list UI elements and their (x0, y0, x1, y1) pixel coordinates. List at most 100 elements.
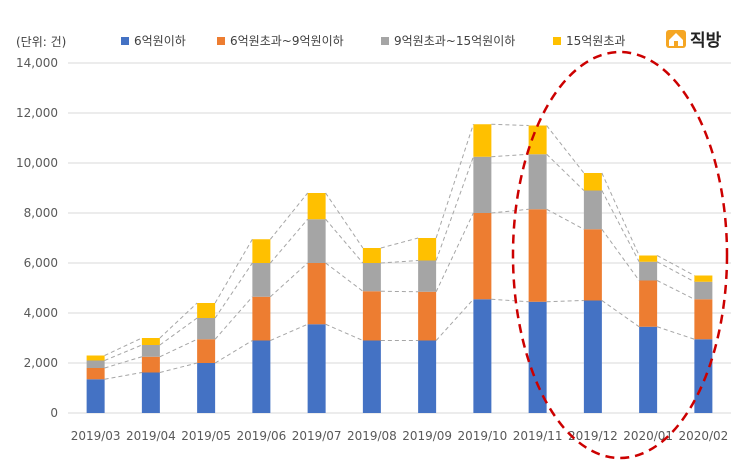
bar-segment (694, 275, 713, 282)
bar-segment (473, 156, 492, 213)
connector-line (270, 262, 308, 298)
bar-segment (528, 154, 547, 210)
y-tick-label: 4,000 (24, 306, 58, 320)
connector-line (491, 153, 529, 158)
legend: 6억원이하 6억원초과~9억원이하 9억원초과~15억원이하 15억원초과 (121, 34, 625, 48)
connector-line (214, 238, 253, 304)
legend-swatch (217, 37, 225, 45)
legend-swatch (381, 37, 389, 45)
house-icon (666, 30, 686, 48)
bar-segment (252, 263, 271, 297)
bar-segment (197, 318, 216, 340)
x-axis-ticks: 2019/03 2019/04 2019/05 2019/06 2019/07 2019/… (71, 429, 729, 443)
bar-segment (418, 291, 437, 341)
connector-line (159, 302, 198, 339)
bar-segment (252, 340, 271, 413)
y-tick-label: 6,000 (24, 256, 58, 270)
connector-line (601, 228, 640, 281)
x-tick-label: 2019/04 (126, 429, 176, 443)
legend-swatch (553, 37, 561, 45)
bar-segment (362, 248, 381, 263)
connector-line (491, 298, 529, 303)
legend-swatch (121, 37, 129, 45)
bar-segment (197, 363, 216, 413)
y-tick-label: 10,000 (16, 156, 58, 170)
x-tick-label: 2019/06 (236, 429, 286, 443)
connector-lines (104, 123, 695, 380)
connector-line (601, 172, 640, 256)
connector-line (601, 300, 640, 328)
connector-line (491, 208, 529, 214)
connector-line (325, 218, 364, 264)
bar-segment (86, 379, 105, 413)
connector-line (435, 124, 474, 239)
bar-segment (639, 280, 658, 327)
connector-line (214, 340, 253, 364)
connector-line (104, 372, 142, 380)
bar-segment (583, 190, 602, 230)
bar-segment (639, 261, 658, 281)
bar-segment (307, 263, 326, 325)
bar-segment (694, 299, 713, 340)
connector-line (601, 190, 640, 262)
x-tick-label: 2020/02 (678, 429, 728, 443)
connector-line (380, 260, 419, 264)
connector-line (269, 218, 309, 264)
connector-line (159, 317, 198, 346)
bar-segment (418, 238, 437, 261)
bar-segment (252, 296, 271, 341)
highlight-ellipse (511, 50, 729, 460)
bar-segment (86, 355, 105, 361)
x-tick-label: 2019/08 (347, 429, 397, 443)
x-tick-label: 2019/10 (457, 429, 507, 443)
bar-segment (528, 301, 547, 413)
connector-line (546, 153, 585, 191)
bars (86, 124, 713, 413)
bar-segment (197, 339, 216, 363)
bar-segment (473, 213, 492, 300)
bar-segment (307, 219, 326, 263)
bar-segment (141, 372, 160, 413)
x-tick-label: 2020/01 (623, 429, 673, 443)
logo: 직방 (666, 30, 722, 51)
connector-line (214, 296, 253, 340)
bar-segment (473, 299, 492, 413)
connector-line (380, 290, 419, 293)
bar-segment (583, 229, 602, 301)
connector-line (435, 156, 474, 261)
x-tick-label: 2019/12 (568, 429, 618, 443)
y-tick-label: 14,000 (16, 56, 58, 70)
bar-segment (141, 356, 160, 373)
legend-label: 6억원이하 (134, 34, 186, 48)
y-tick-label: 2,000 (24, 356, 58, 370)
bar-segment (418, 340, 437, 413)
bar-segment (362, 263, 381, 292)
x-tick-label: 2019/09 (402, 429, 452, 443)
connector-line (546, 125, 585, 174)
x-tick-label: 2019/07 (292, 429, 342, 443)
bar-segment (362, 291, 381, 341)
x-tick-label: 2019/05 (181, 429, 231, 443)
connector-line (491, 123, 529, 126)
y-tick-label: 0 (50, 406, 58, 420)
bar-segment (86, 368, 105, 380)
connector-line (546, 208, 585, 230)
x-tick-label: 2019/11 (513, 429, 563, 443)
legend-label: 15억원초과 (566, 34, 625, 48)
logo-text: 직방 (690, 31, 722, 51)
bar-segment (583, 300, 602, 413)
bar-segment (362, 340, 381, 413)
legend-label: 6억원초과~9억원이하 (230, 34, 344, 48)
bar-segment (473, 124, 492, 157)
connector-line (656, 255, 695, 276)
gridlines (68, 62, 731, 414)
bar-segment (86, 360, 105, 368)
x-tick-label: 2019/03 (71, 429, 121, 443)
connector-line (435, 212, 474, 292)
bar-segment (583, 173, 602, 191)
bar-segment (418, 260, 437, 292)
bar-segment (197, 303, 216, 318)
bar-segment (639, 326, 658, 413)
bar-segment (307, 193, 326, 220)
